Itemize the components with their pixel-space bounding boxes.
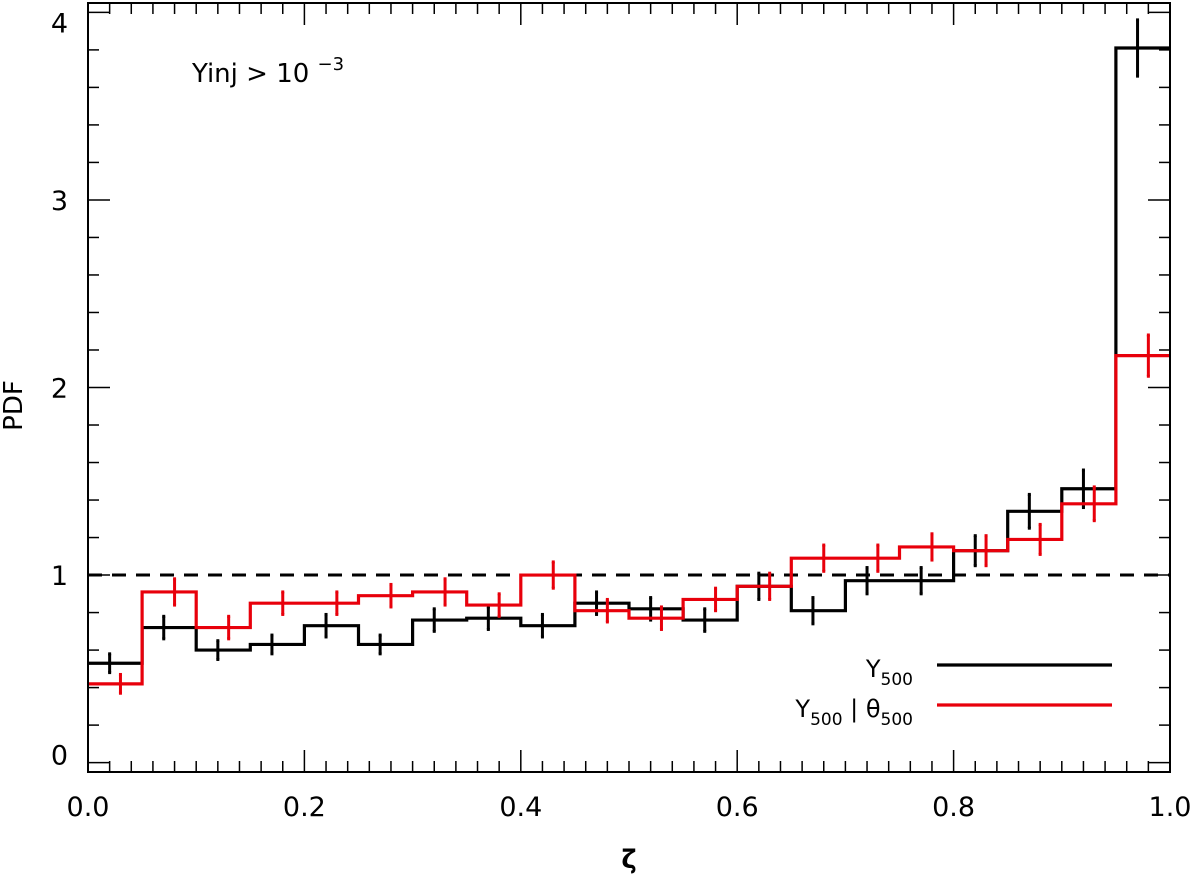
x-tick-label: 0.8 <box>932 792 975 823</box>
x-tick-label: 0.4 <box>499 792 542 823</box>
threshold-annotation: Yinj > 10 −3 <box>191 54 344 89</box>
legend-label: Y500 | θ500 <box>794 695 913 730</box>
series-1 <box>88 333 1170 695</box>
x-tick-label: 1.0 <box>1149 792 1192 823</box>
legend: Y500 Y500 | θ500 <box>794 655 1112 730</box>
legend-label: Y500 <box>865 655 913 690</box>
annotation-exponent: −3 <box>318 54 345 75</box>
axis-ticks <box>87 3 1171 772</box>
annotation-base: Yinj > 10 <box>191 59 309 89</box>
y-tick-label: 1 <box>51 561 68 592</box>
y-tick-label: 4 <box>51 8 68 39</box>
y-axis-title: PDF <box>0 380 29 431</box>
x-axis-title: ζ <box>621 845 636 875</box>
plot-frame <box>87 2 1171 773</box>
y-tick-label: 3 <box>51 186 68 217</box>
y-tick-label: 2 <box>51 374 68 405</box>
series-step-line <box>88 46 1170 665</box>
y-tick-label: 0 <box>51 741 68 772</box>
tick-labels: 0.0 0.2 0.4 0.6 0.8 1.0 0 1 2 3 4 <box>51 8 1192 823</box>
series-step-line <box>88 354 1170 686</box>
x-tick-label: 0.0 <box>67 792 110 823</box>
x-tick-label: 0.6 <box>716 792 759 823</box>
series-layer <box>88 18 1170 695</box>
x-tick-label: 0.2 <box>283 792 326 823</box>
